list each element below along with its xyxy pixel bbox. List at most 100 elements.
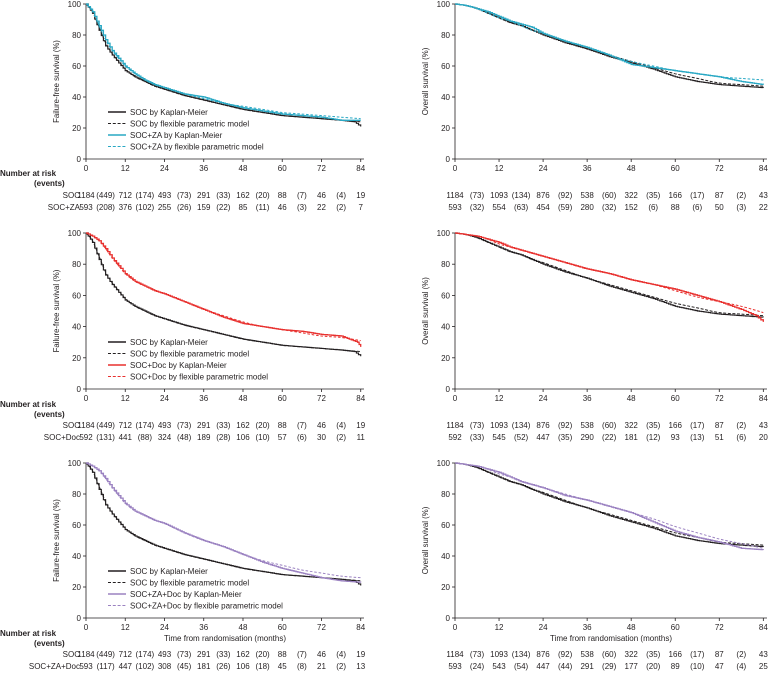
os-risk-value: 43 [759, 191, 768, 200]
os-risk-value: (35) [646, 421, 661, 430]
x-tick-label: 48 [239, 394, 248, 403]
y-tick-label: 0 [446, 614, 451, 623]
ffs-risk-value: 441 [119, 433, 133, 442]
ffs-risk-value: 712 [119, 650, 133, 659]
os-risk-value: (6) [648, 203, 658, 212]
ffs-risk-value: 324 [158, 433, 172, 442]
ffs-risk-value: (6) [297, 433, 307, 442]
os-risk-value: (17) [690, 421, 705, 430]
os-risk-value: (134) [512, 191, 531, 200]
ffs-2-doc-fpm-line [85, 232, 361, 342]
y-tick-label: 60 [441, 291, 450, 300]
ffs-risk-value: (20) [255, 421, 270, 430]
y-tick-label: 80 [72, 31, 81, 40]
ffs-risk-value: (174) [136, 421, 155, 430]
ffs-risk-row-label: SOC+ZA [48, 203, 81, 212]
ffs-risk-value: 45 [278, 662, 287, 671]
y-tick-label: 40 [72, 93, 81, 102]
ffs-risk-value: 46 [317, 421, 326, 430]
ffs-risk-row-label: SOC [63, 421, 81, 430]
os-risk-value: 543 [492, 662, 506, 671]
os-risk-value: 1184 [446, 191, 464, 200]
os-risk-value: 454 [536, 203, 550, 212]
y-tick-label: 0 [446, 385, 451, 394]
ffs-risk-value: (8) [297, 662, 307, 671]
ffs-2-soc-km-line [86, 232, 362, 357]
os-risk-value: 20 [759, 433, 768, 442]
ffs-risk-row-label: SOC+ZA+Doc [29, 662, 80, 671]
os-risk-value: (60) [602, 650, 617, 659]
os-risk-value: 166 [669, 650, 683, 659]
y-tick-label: 80 [441, 490, 450, 499]
ffs-risk-value: 308 [158, 662, 172, 671]
y-tick-label: 100 [68, 0, 82, 9]
ffs-risk-value: (22) [216, 203, 231, 212]
os-risk-value: 88 [671, 203, 680, 212]
ffs-risk-value: (3) [297, 203, 307, 212]
x-tick-label: 72 [317, 623, 326, 632]
os-risk-value: (2) [736, 650, 746, 659]
x-tick-label: 12 [495, 164, 504, 173]
ffs-1-za-fpm-line [85, 3, 361, 120]
y-tick-label: 100 [68, 229, 82, 238]
y-tick-label: 20 [72, 124, 81, 133]
os-risk-value: 876 [536, 650, 550, 659]
os-risk-value: 25 [759, 662, 768, 671]
os-risk-value: 87 [715, 421, 724, 430]
x-tick-label: 84 [356, 164, 365, 173]
legend-label: SOC+ZA+Doc by flexible parametric model [130, 602, 283, 611]
x-tick-label: 60 [278, 394, 287, 403]
ffs-risk-value: 712 [119, 421, 133, 430]
os-risk-value: (10) [690, 662, 705, 671]
ffs-risk-value: (11) [256, 203, 270, 212]
os-risk-value: 280 [580, 203, 594, 212]
ffs-risk-value: 291 [197, 421, 211, 430]
ffs-risk-row-label: SOC [63, 650, 81, 659]
y-tick-label: 100 [437, 459, 451, 468]
y-tick-label: 20 [441, 354, 450, 363]
ffs-x-axis-label: Time from randomisation (months) [164, 634, 286, 643]
ffs-risk-value: (131) [96, 433, 115, 442]
os-risk-value: (92) [558, 650, 573, 659]
ffs-risk-value: 593 [79, 203, 93, 212]
ffs-risk-value: 106 [236, 433, 250, 442]
risk-subheader: (events) [34, 179, 65, 188]
os-1-za-fpm-line [454, 3, 764, 81]
risk-header: Number at risk [0, 400, 57, 409]
ffs-risk-value: 189 [197, 433, 211, 442]
x-tick-label: 36 [583, 164, 592, 173]
ffs-risk-value: 88 [278, 650, 287, 659]
legend-label: SOC by flexible parametric model [130, 350, 249, 359]
os-risk-value: 876 [536, 421, 550, 430]
ffs-risk-value: (7) [297, 191, 307, 200]
ffs-risk-value: (48) [177, 433, 192, 442]
y-tick-label: 40 [441, 552, 450, 561]
ffs-risk-value: 19 [356, 421, 365, 430]
x-tick-label: 36 [199, 623, 208, 632]
legend-label: SOC by flexible parametric model [130, 579, 249, 588]
ffs-risk-value: 85 [239, 203, 248, 212]
ffs-risk-value: 22 [317, 203, 326, 212]
x-tick-label: 48 [627, 394, 636, 403]
ffs-risk-value: 21 [317, 662, 326, 671]
os-risk-value: (24) [470, 662, 485, 671]
legend-label: SOC+Doc by flexible parametric model [130, 373, 268, 382]
ffs-risk-value: (73) [177, 191, 192, 200]
ffs-risk-value: 11 [357, 433, 366, 442]
ffs-risk-value: 447 [119, 662, 133, 671]
ffs-risk-value: (73) [177, 650, 192, 659]
ffs-risk-value: 88 [278, 421, 287, 430]
os-2-doc-km-line [455, 232, 764, 322]
ffs-risk-value: 162 [236, 421, 250, 430]
ffs-risk-value: (45) [177, 662, 192, 671]
os-risk-value: 322 [625, 421, 639, 430]
ffs-risk-value: (2) [336, 662, 346, 671]
ffs-risk-value: (26) [177, 203, 192, 212]
ffs-y-axis-label: Failure-free survival (%) [52, 40, 61, 123]
os-2-soc-km-line [455, 232, 764, 318]
os-risk-value: 592 [448, 433, 462, 442]
os-3-soc-km-line [455, 462, 764, 548]
ffs-risk-row-label: SOC [63, 191, 81, 200]
ffs-risk-value: (2) [336, 203, 346, 212]
